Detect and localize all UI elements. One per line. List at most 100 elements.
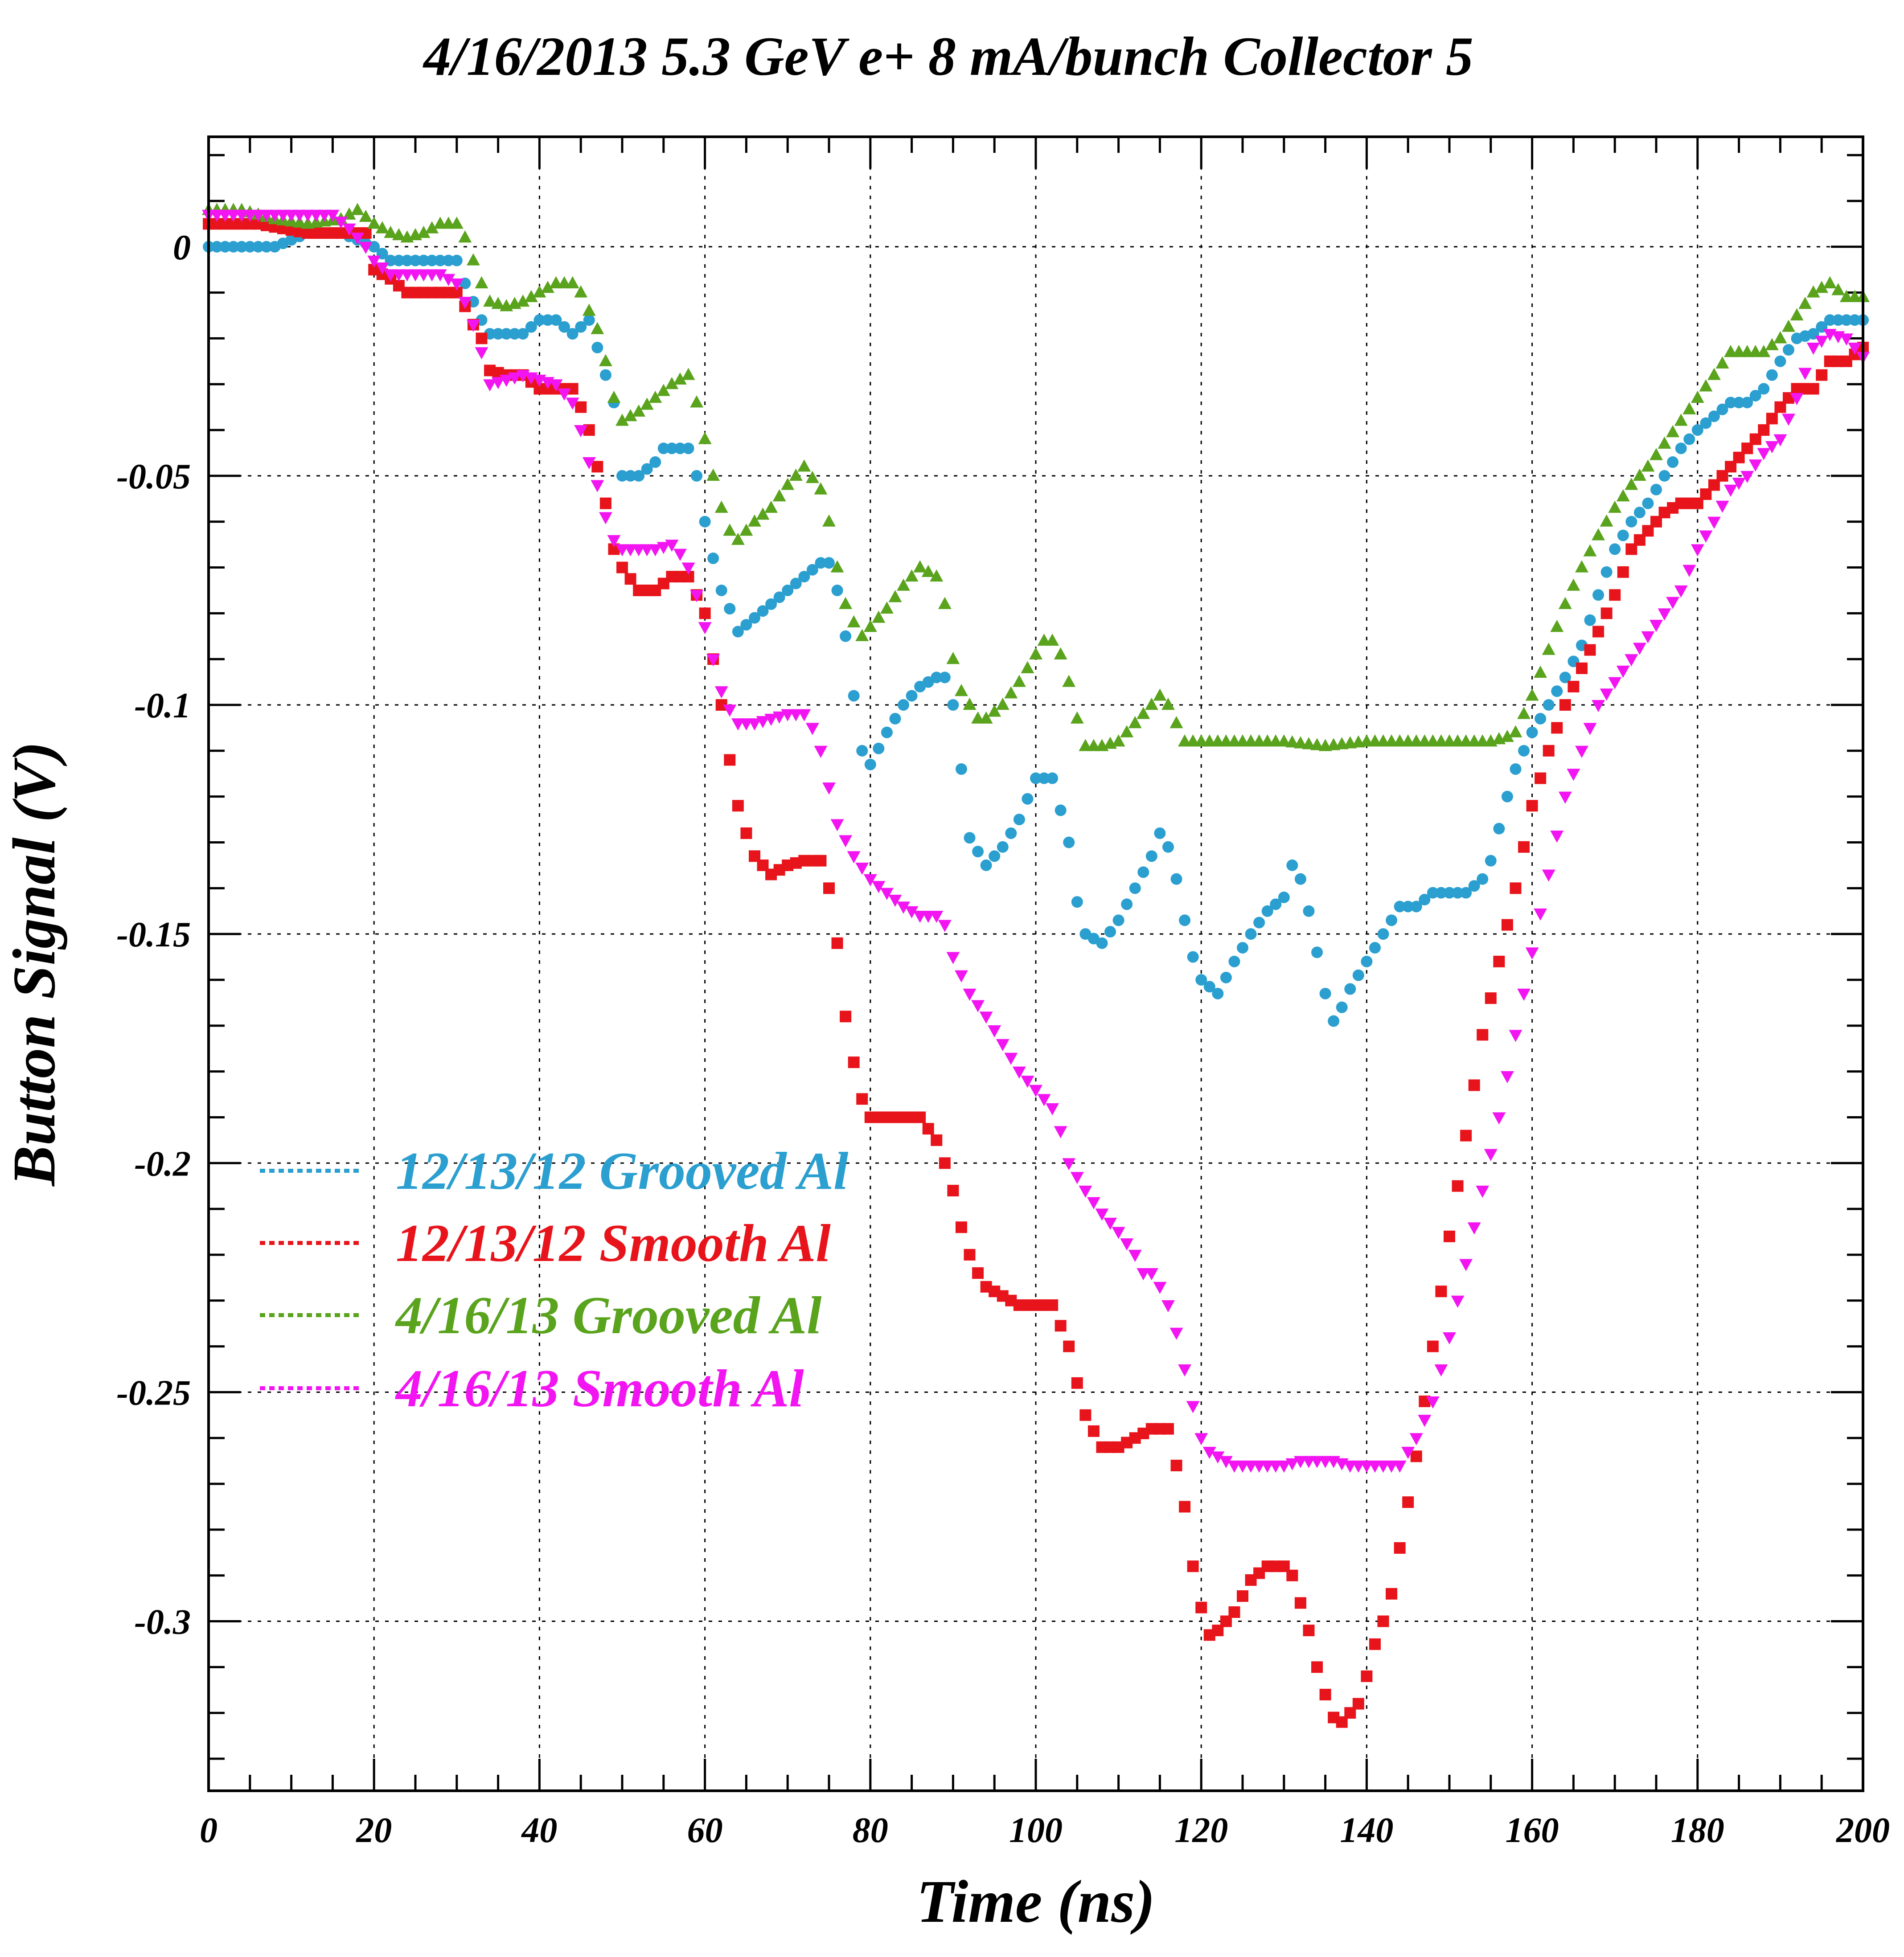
data-point <box>219 241 231 253</box>
data-point <box>1477 1029 1489 1041</box>
data-point <box>1352 1698 1364 1710</box>
data-point <box>963 988 977 1001</box>
data-point <box>905 906 919 919</box>
data-point <box>1410 1450 1422 1462</box>
data-point <box>1079 1409 1092 1421</box>
data-point <box>1270 898 1282 910</box>
data-point <box>1758 424 1770 436</box>
data-point <box>1087 1197 1100 1209</box>
data-point <box>616 470 628 482</box>
data-point <box>1584 614 1596 626</box>
data-point <box>657 442 669 454</box>
data-point <box>805 471 819 483</box>
data-point <box>1633 468 1646 481</box>
data-point <box>566 328 579 340</box>
data-point <box>1361 955 1373 967</box>
data-point <box>1542 869 1555 882</box>
data-point <box>1013 814 1025 826</box>
legend-marker <box>260 1386 359 1390</box>
data-point <box>1444 1230 1455 1242</box>
data-point <box>1063 836 1075 848</box>
data-point <box>1798 368 1812 380</box>
x-tick-label: 40 <box>521 1811 557 1850</box>
legend: 12/13/12 Grooved Al 12/13/12 Smooth Al 4/1… <box>260 1141 849 1418</box>
data-point <box>392 228 406 241</box>
data-point <box>1170 873 1182 885</box>
data-point <box>1012 1066 1026 1079</box>
data-point <box>475 276 488 289</box>
data-point <box>898 699 910 711</box>
data-point <box>913 560 927 573</box>
data-point <box>781 478 795 490</box>
data-point <box>1195 1601 1207 1613</box>
data-point <box>1137 866 1149 878</box>
data-point <box>1757 345 1771 357</box>
data-point <box>1452 887 1464 899</box>
data-point <box>1749 389 1761 401</box>
data-point <box>1592 589 1604 601</box>
data-point <box>996 697 1009 710</box>
data-point <box>1261 905 1273 917</box>
data-point <box>765 598 777 610</box>
data-point <box>1492 1112 1506 1125</box>
data-point <box>1517 988 1531 1001</box>
data-point <box>1096 937 1108 949</box>
data-point <box>847 851 861 864</box>
data-point <box>1485 855 1497 867</box>
data-point <box>681 368 695 380</box>
data-point <box>1202 1447 1216 1459</box>
data-point <box>1558 597 1572 609</box>
data-point <box>1145 850 1157 862</box>
data-point <box>1509 1030 1522 1042</box>
data-point <box>1128 716 1142 729</box>
data-point <box>375 262 389 275</box>
data-point <box>1700 417 1712 429</box>
data-point <box>483 294 497 307</box>
data-point <box>351 203 365 215</box>
data-point <box>1153 1281 1167 1294</box>
legend-label: 12/13/12 Grooved Al <box>396 1141 849 1200</box>
data-point <box>211 241 223 253</box>
data-point <box>599 354 612 366</box>
data-point <box>947 699 959 711</box>
data-point <box>1062 675 1076 687</box>
data-point <box>1071 896 1083 908</box>
data-point <box>872 881 886 893</box>
data-point <box>582 303 596 316</box>
data-point <box>607 535 621 548</box>
data-point <box>517 328 529 340</box>
data-point <box>955 1221 967 1233</box>
data-point <box>665 540 679 552</box>
data-point <box>641 463 653 475</box>
data-point <box>1691 424 1703 436</box>
data-point <box>888 894 902 907</box>
data-point <box>756 716 770 729</box>
data-point <box>582 457 596 470</box>
data-point <box>707 552 719 564</box>
data-point <box>706 468 720 481</box>
y-tick-label: 0 <box>173 228 191 267</box>
data-point <box>1468 1079 1480 1091</box>
data-point <box>359 209 373 222</box>
data-point <box>1294 873 1306 885</box>
data-point <box>814 482 828 495</box>
data-point <box>806 564 818 576</box>
data-point <box>1575 560 1588 573</box>
data-point <box>1460 1130 1472 1142</box>
data-point <box>863 874 877 887</box>
data-point <box>1311 946 1323 958</box>
data-point <box>1559 699 1571 711</box>
x-tick-labels: 0 20 40 60 80 100 120 140 160 180 200 <box>200 1811 1890 1850</box>
data-point <box>831 937 843 949</box>
data-point <box>1525 688 1539 701</box>
data-point <box>410 254 421 266</box>
data-point <box>822 782 836 795</box>
data-point <box>1369 942 1381 954</box>
data-point <box>1485 992 1497 1004</box>
data-point <box>681 562 695 575</box>
data-point <box>1501 790 1513 802</box>
data-point <box>1402 1496 1414 1508</box>
data-point <box>964 832 976 844</box>
data-point <box>673 372 687 385</box>
data-point <box>864 758 876 770</box>
